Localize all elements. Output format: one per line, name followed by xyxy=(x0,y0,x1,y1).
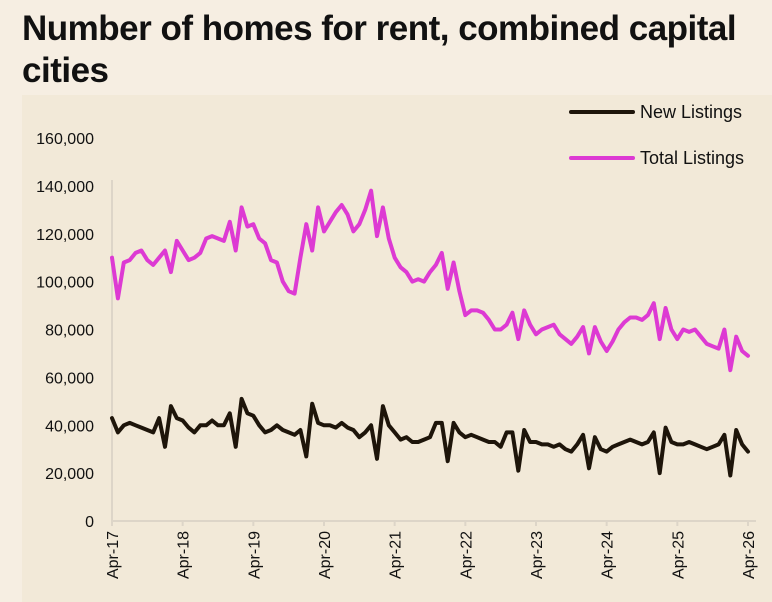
x-tick-label: Apr-17 xyxy=(105,531,122,579)
x-tick-label: Apr-22 xyxy=(458,531,475,579)
series-line-new-listings xyxy=(110,396,750,478)
x-tick-label: Apr-21 xyxy=(388,531,405,579)
x-tick-label: Apr-23 xyxy=(529,531,546,579)
y-tick-label: 60,000 xyxy=(45,370,94,387)
x-tick-label: Apr-24 xyxy=(600,531,617,579)
x-tick-label: Apr-26 xyxy=(741,531,758,579)
legend-label: Total Listings xyxy=(640,148,744,168)
x-tick-label: Apr-25 xyxy=(670,531,687,579)
y-tick-label: 120,000 xyxy=(36,227,94,244)
y-tick-label: 140,000 xyxy=(36,179,94,196)
y-tick-label: 100,000 xyxy=(36,275,94,292)
y-tick-label: 20,000 xyxy=(45,466,94,483)
chart-panel xyxy=(22,95,772,602)
y-tick-label: 40,000 xyxy=(45,418,94,435)
chart-title: Number of homes for rent, combined capit… xyxy=(22,9,737,90)
y-tick-label: 160,000 xyxy=(36,131,94,148)
series-line-total-listings xyxy=(110,188,750,373)
y-tick-label: 80,000 xyxy=(45,323,94,340)
x-tick-label: Apr-19 xyxy=(246,531,263,579)
x-tick-label: Apr-18 xyxy=(176,531,193,579)
x-tick-label: Apr-20 xyxy=(317,531,334,579)
legend-label: New Listings xyxy=(640,102,742,122)
y-tick-label: 0 xyxy=(85,514,94,531)
